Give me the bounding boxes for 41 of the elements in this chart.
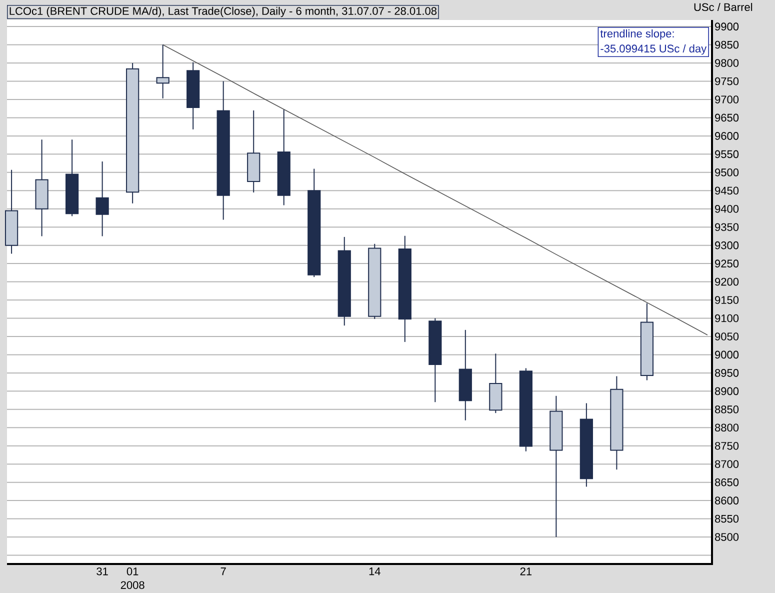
text: 2008: [120, 581, 144, 589]
y-tick-label: 8700: [715, 460, 739, 468]
x-tick-label: 21: [520, 568, 532, 576]
y-tick-label: 8750: [715, 442, 739, 450]
candlestick: [156, 44, 170, 99]
annotation: trendline slope:: [600, 29, 674, 40]
y-tick-label: 8550: [715, 514, 739, 523]
y-tick-label: 9450: [715, 186, 739, 195]
y-tick-label: 9200: [715, 278, 739, 286]
y-tick-label: 9650: [715, 114, 739, 122]
y-tick-label: 9100: [715, 314, 739, 322]
y-tick-label: 8650: [715, 478, 739, 486]
y-tick-label: 9300: [715, 241, 739, 250]
candlestick: [96, 160, 109, 237]
y-tick-label: 8800: [715, 424, 739, 432]
y-tick-label: 9000: [715, 350, 739, 359]
y-tick-label: 9600: [715, 132, 739, 140]
y-tick-label: 9400: [715, 204, 739, 213]
y-tick-label: 9050: [715, 332, 739, 340]
y-axis-title: USc / Barrel: [694, 2, 752, 12]
y-tick-label: 8850: [715, 406, 739, 414]
x-tick-label: 31: [96, 568, 108, 576]
y-tick-label: 9250: [715, 260, 739, 268]
y-tick-label: 9550: [715, 150, 739, 158]
y-tick-label: 9700: [715, 96, 739, 104]
y-tick-label: 9750: [715, 77, 739, 86]
y-tick-label: 9900: [715, 22, 739, 30]
annotation: -35.099415 USc / day: [600, 44, 707, 55]
y-tick-label: 9850: [715, 40, 739, 49]
y-tick-label: 9150: [715, 296, 739, 304]
x-tick-label: 01: [126, 568, 138, 576]
y-tick-label: 9800: [715, 59, 739, 67]
x-tick-label: 14: [369, 568, 380, 576]
y-tick-label: 8900: [715, 387, 739, 396]
y-tick-label: 9500: [715, 168, 739, 176]
chart-title: LCOc1 (BRENT CRUDE MA/d), Last Trade(Close), Daily - 6 month, 31.07.07 - 28.01.08: [10, 6, 437, 18]
y-tick-label: 9350: [715, 223, 739, 231]
y-tick-label: 8950: [715, 369, 739, 377]
x-tick-label: 7: [220, 568, 226, 576]
y-tick-label: 8600: [715, 496, 739, 504]
y-tick-label: 8500: [715, 533, 739, 541]
